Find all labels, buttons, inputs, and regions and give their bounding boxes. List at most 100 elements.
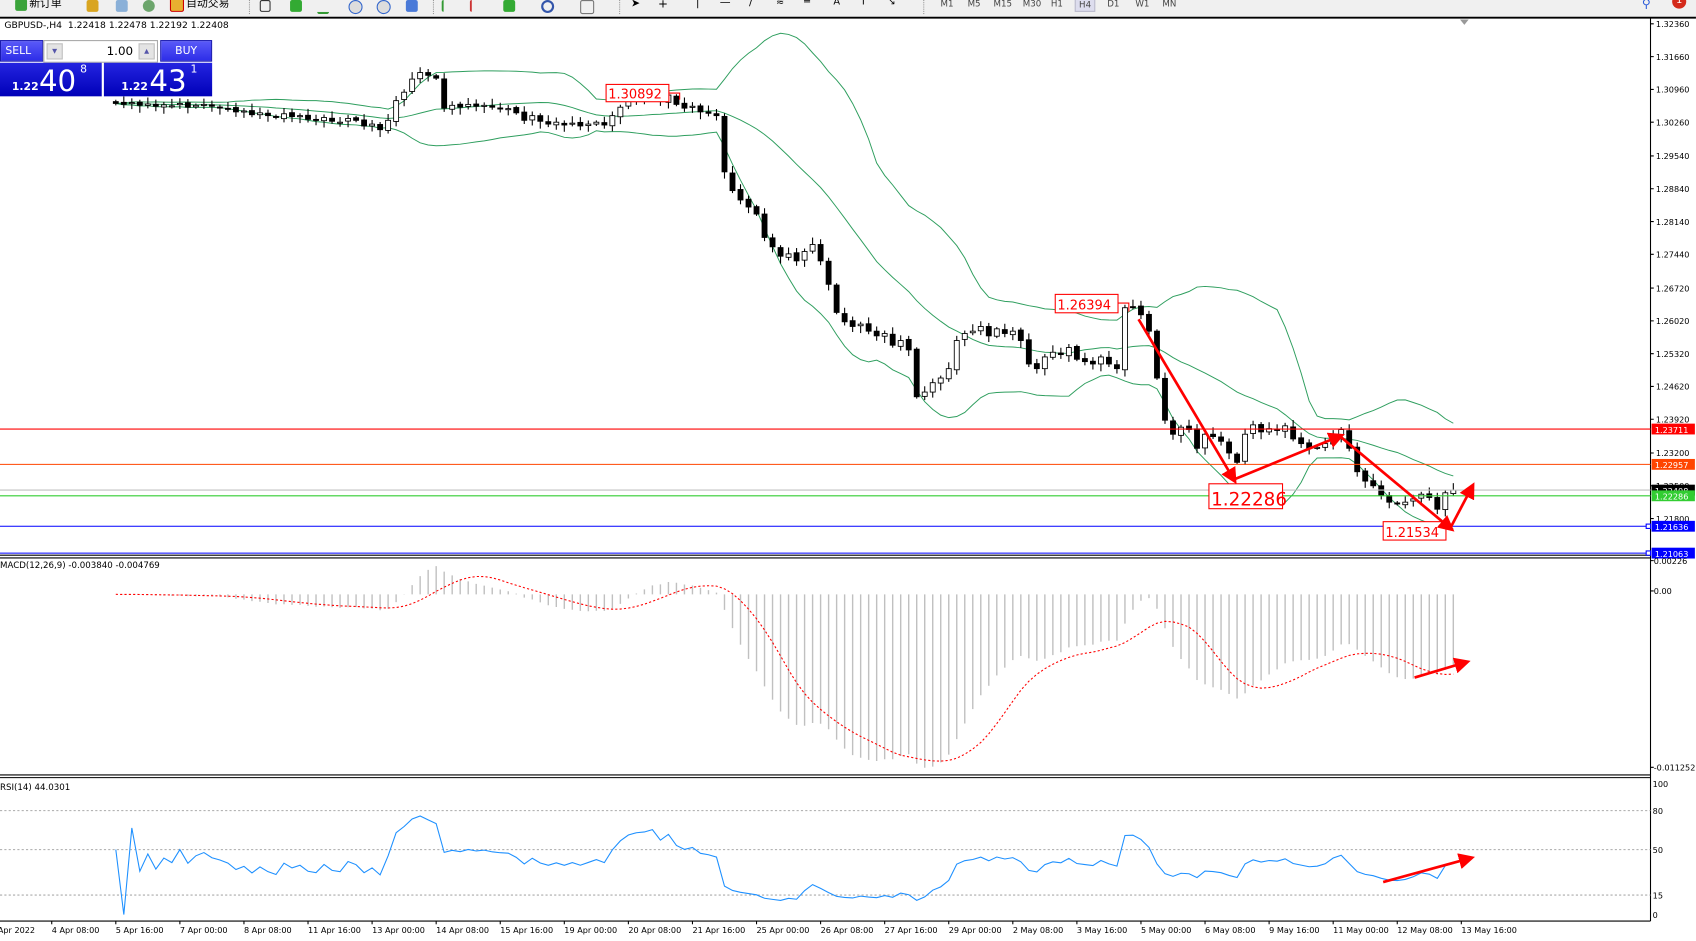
candle: [200, 98, 207, 110]
candle: [793, 248, 800, 266]
buy-button[interactable]: BUY: [160, 40, 213, 62]
line-chart-icon[interactable]: [317, 0, 330, 15]
trend-arrow[interactable]: [1233, 432, 1345, 481]
search-icon[interactable]: ⚲: [1641, 0, 1651, 11]
timeframe-m1[interactable]: M1: [940, 0, 954, 9]
price-tick-label: 1.23920: [1656, 414, 1690, 424]
periods-icon[interactable]: [541, 0, 555, 13]
sell-button[interactable]: SELL: [0, 40, 44, 62]
auto-scroll-icon[interactable]: [441, 0, 456, 12]
line-handle[interactable]: [1645, 523, 1652, 529]
timeframe-h4[interactable]: H4: [1074, 0, 1096, 12]
candle-body: [569, 122, 576, 125]
candle-body: [985, 326, 992, 337]
candle-body: [1394, 502, 1401, 505]
candle: [849, 316, 856, 333]
price-annotation-box[interactable]: [1208, 483, 1284, 510]
gold-icon[interactable]: [86, 0, 99, 12]
candle-body: [1033, 363, 1040, 370]
arrows-icon[interactable]: ↘: [887, 0, 896, 8]
text-label-icon[interactable]: T: [860, 0, 867, 8]
rsi-tick-label: 0: [1653, 910, 1658, 920]
signal-icon[interactable]: [142, 0, 155, 12]
trend-arrow[interactable]: [1339, 435, 1455, 532]
candle-body: [1146, 313, 1152, 332]
candle: [112, 99, 119, 106]
volume-input[interactable]: [66, 43, 134, 60]
auto-trading-icon: [169, 0, 184, 12]
trend-arrow[interactable]: [1137, 318, 1237, 485]
timeframe-mn[interactable]: MN: [1162, 0, 1177, 9]
trend-arrow[interactable]: [1449, 482, 1475, 529]
candle-body: [1073, 346, 1080, 360]
trendline-icon[interactable]: /: [748, 0, 753, 9]
line-handle[interactable]: [1645, 550, 1652, 556]
price-label: 1.23711: [1655, 425, 1689, 435]
fibonacci-icon[interactable]: ≋: [776, 0, 785, 8]
candle-body: [217, 106, 223, 109]
volume-decrease-button[interactable]: ▼: [46, 43, 63, 60]
auto-trading-button[interactable]: 自动交易: [169, 0, 229, 12]
candle-body: [881, 333, 888, 337]
candle: [1073, 344, 1080, 362]
candle: [160, 101, 167, 114]
buy-price-box[interactable]: 1.22 43 1: [103, 62, 213, 98]
candle-body: [208, 104, 215, 107]
candle-body: [305, 114, 311, 120]
price-tick-label: 1.30960: [1656, 85, 1690, 95]
chart-shift-marker[interactable]: [1460, 19, 1469, 25]
candle: [465, 98, 472, 110]
zoom-in-icon[interactable]: [348, 0, 363, 15]
candle: [1081, 352, 1088, 366]
sell-price-box[interactable]: 1.22 40 8: [0, 62, 102, 98]
candle-body: [377, 124, 384, 131]
volume-increase-button[interactable]: ▲: [138, 43, 155, 60]
candle: [873, 326, 880, 341]
candle: [1106, 350, 1112, 368]
candle-body: [857, 323, 864, 327]
templates-icon[interactable]: [580, 0, 595, 15]
macd-trend-arrow[interactable]: [1414, 657, 1471, 679]
timeframe-m15[interactable]: M15: [993, 0, 1013, 9]
timeframe-m5[interactable]: M5: [967, 0, 981, 9]
candlestick-icon[interactable]: [290, 0, 302, 12]
candle-body: [865, 323, 872, 332]
candle: [1041, 353, 1048, 376]
price-annotation-text: 1.26394: [1057, 299, 1111, 314]
time-label: 26 Apr 08:00: [821, 925, 874, 935]
tile-windows-icon[interactable]: [405, 0, 418, 12]
zoom-out-icon[interactable]: [376, 0, 391, 15]
crosshair-icon[interactable]: +: [658, 0, 669, 11]
notification-badge[interactable]: 1: [1672, 0, 1687, 9]
timeframe-d1[interactable]: D1: [1107, 0, 1120, 9]
candle-body: [1210, 433, 1216, 438]
rsi-trend-arrow[interactable]: [1382, 853, 1475, 884]
price-tick-label: 1.28140: [1656, 217, 1690, 227]
new-order-button[interactable]: 新订单: [15, 0, 62, 12]
timeframe-w1[interactable]: W1: [1135, 0, 1150, 9]
server-icon[interactable]: [115, 0, 128, 12]
chart-shift-icon[interactable]: [469, 0, 484, 12]
chart-title: GBPUSD-,H4 1.22418 1.22478 1.22192 1.224…: [4, 21, 228, 32]
bar-chart-icon[interactable]: [259, 0, 271, 12]
candle-body: [753, 206, 760, 215]
horizontal-line-icon[interactable]: —: [719, 0, 731, 9]
candle-body: [1346, 430, 1353, 449]
candle: [961, 330, 968, 347]
candle: [249, 103, 255, 118]
cursor-icon[interactable]: ➤: [630, 0, 641, 10]
candle-body: [929, 382, 936, 393]
indicators-icon[interactable]: [503, 0, 516, 12]
fibo-levels-icon[interactable]: ═: [804, 0, 811, 8]
vertical-line-icon[interactable]: |: [695, 0, 700, 9]
candle-body: [1242, 433, 1249, 462]
candle-body: [353, 117, 359, 121]
time-label: 14 Apr 08:00: [436, 925, 489, 935]
timeframe-h1[interactable]: H1: [1050, 0, 1063, 9]
price-label: 1.21636: [1655, 522, 1689, 532]
candle: [1442, 489, 1449, 517]
text-icon[interactable]: A: [833, 0, 841, 8]
timeframe-m30[interactable]: M30: [1022, 0, 1042, 9]
macd-tick-label: 0.00: [1654, 586, 1672, 596]
